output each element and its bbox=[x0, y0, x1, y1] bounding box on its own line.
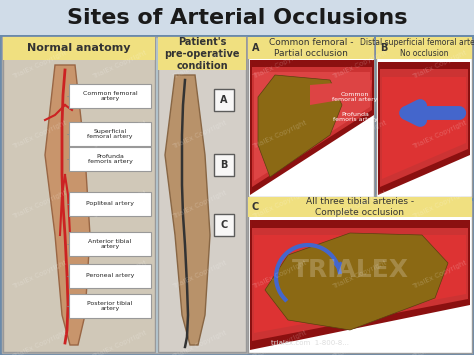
FancyBboxPatch shape bbox=[69, 294, 151, 318]
Polygon shape bbox=[252, 228, 468, 341]
Text: Sites of Arterial Occlusions: Sites of Arterial Occlusions bbox=[67, 8, 407, 28]
FancyArrowPatch shape bbox=[406, 106, 459, 120]
Text: TrialEx Copyright: TrialEx Copyright bbox=[92, 120, 148, 150]
FancyBboxPatch shape bbox=[69, 147, 151, 171]
Text: Distal superficial femoral artery -
No occlusion: Distal superficial femoral artery - No o… bbox=[360, 38, 474, 58]
FancyBboxPatch shape bbox=[158, 37, 246, 70]
FancyBboxPatch shape bbox=[69, 84, 151, 108]
Text: Profunda
femoris artery: Profunda femoris artery bbox=[88, 154, 132, 164]
Polygon shape bbox=[380, 69, 468, 187]
Text: TrialEx Copyright: TrialEx Copyright bbox=[332, 120, 388, 150]
Text: Normal anatomy: Normal anatomy bbox=[27, 43, 131, 53]
FancyBboxPatch shape bbox=[3, 37, 155, 352]
Text: TrialEx Copyright: TrialEx Copyright bbox=[92, 50, 148, 80]
Text: TrialEx Copyright: TrialEx Copyright bbox=[252, 330, 308, 355]
Text: C: C bbox=[252, 202, 259, 212]
Text: TrialEx Copyright: TrialEx Copyright bbox=[332, 260, 388, 290]
Polygon shape bbox=[45, 65, 90, 345]
FancyBboxPatch shape bbox=[248, 37, 374, 59]
Polygon shape bbox=[254, 72, 370, 181]
FancyBboxPatch shape bbox=[69, 264, 151, 288]
Text: TrialEx Copyright: TrialEx Copyright bbox=[332, 190, 388, 220]
Text: TrialEx Copyright: TrialEx Copyright bbox=[12, 50, 68, 80]
FancyBboxPatch shape bbox=[2, 37, 247, 353]
Text: TRIALEX: TRIALEX bbox=[292, 258, 409, 282]
Text: Superficial
femoral artery: Superficial femoral artery bbox=[269, 182, 315, 192]
FancyBboxPatch shape bbox=[376, 37, 472, 59]
FancyBboxPatch shape bbox=[248, 39, 374, 197]
Text: TrialEx Copyright: TrialEx Copyright bbox=[172, 330, 228, 355]
Polygon shape bbox=[258, 75, 342, 177]
Text: TrialEx Copyright: TrialEx Copyright bbox=[12, 190, 68, 220]
Text: TrialEx Copyright: TrialEx Copyright bbox=[412, 260, 468, 290]
FancyBboxPatch shape bbox=[248, 201, 472, 353]
FancyBboxPatch shape bbox=[248, 197, 472, 217]
Text: TrialEx Copyright: TrialEx Copyright bbox=[252, 120, 308, 150]
FancyBboxPatch shape bbox=[214, 154, 234, 176]
Text: Profunda
femoris artery: Profunda femoris artery bbox=[333, 111, 377, 122]
Text: TrialEx Copyright: TrialEx Copyright bbox=[252, 260, 308, 290]
FancyBboxPatch shape bbox=[69, 122, 151, 146]
Text: C: C bbox=[220, 220, 228, 230]
Text: All three tibial arteries -
Complete occlusion: All three tibial arteries - Complete occ… bbox=[306, 197, 414, 217]
Text: Common
femoral artery: Common femoral artery bbox=[332, 92, 378, 102]
Text: TrialEx Copyright: TrialEx Copyright bbox=[412, 190, 468, 220]
Text: Superficial
femoral artery: Superficial femoral artery bbox=[87, 129, 133, 140]
FancyBboxPatch shape bbox=[158, 37, 246, 352]
Text: TrialEx Copyright: TrialEx Copyright bbox=[172, 120, 228, 150]
Text: TrialEx Copyright: TrialEx Copyright bbox=[92, 260, 148, 290]
Text: TrialEx Copyright: TrialEx Copyright bbox=[172, 260, 228, 290]
Polygon shape bbox=[254, 235, 466, 333]
FancyBboxPatch shape bbox=[69, 192, 151, 216]
Text: TrialEx Copyright: TrialEx Copyright bbox=[412, 330, 468, 355]
Text: Patient's
pre-operative
condition: Patient's pre-operative condition bbox=[164, 37, 240, 71]
Text: trialex.com  1-800-8...: trialex.com 1-800-8... bbox=[271, 340, 349, 346]
Text: B: B bbox=[380, 43, 387, 53]
Text: B: B bbox=[220, 160, 228, 170]
FancyBboxPatch shape bbox=[214, 214, 234, 236]
Text: TrialEx Copyright: TrialEx Copyright bbox=[172, 50, 228, 80]
FancyBboxPatch shape bbox=[3, 37, 155, 60]
Text: Anterior tibial
artery: Anterior tibial artery bbox=[89, 239, 132, 250]
Polygon shape bbox=[382, 77, 466, 179]
Polygon shape bbox=[250, 60, 374, 195]
Text: TrialEx Copyright: TrialEx Copyright bbox=[252, 50, 308, 80]
Text: Common femoral -
Partial occlusion: Common femoral - Partial occlusion bbox=[269, 38, 353, 58]
Text: A: A bbox=[252, 43, 259, 53]
Polygon shape bbox=[265, 233, 448, 330]
Polygon shape bbox=[378, 62, 470, 195]
FancyBboxPatch shape bbox=[376, 39, 472, 197]
Text: TrialEx Copyright: TrialEx Copyright bbox=[172, 190, 228, 220]
Text: TrialEx Copyright: TrialEx Copyright bbox=[412, 50, 468, 80]
Text: Common femoral
artery: Common femoral artery bbox=[82, 91, 137, 102]
FancyBboxPatch shape bbox=[214, 89, 234, 111]
Text: TrialEx Copyright: TrialEx Copyright bbox=[332, 50, 388, 80]
Text: Popliteal artery: Popliteal artery bbox=[86, 202, 134, 207]
Polygon shape bbox=[310, 80, 372, 105]
Text: Peroneal artery: Peroneal artery bbox=[86, 273, 134, 279]
Text: Posterior tibial
artery: Posterior tibial artery bbox=[87, 301, 133, 311]
Text: TrialEx Copyright: TrialEx Copyright bbox=[332, 330, 388, 355]
Text: TrialEx Copyright: TrialEx Copyright bbox=[412, 120, 468, 150]
Polygon shape bbox=[252, 67, 372, 187]
Text: TrialEx Copyright: TrialEx Copyright bbox=[12, 260, 68, 290]
Text: TrialEx Copyright: TrialEx Copyright bbox=[252, 190, 308, 220]
Polygon shape bbox=[165, 75, 210, 345]
Text: TrialEx Copyright: TrialEx Copyright bbox=[92, 330, 148, 355]
Text: TrialEx Copyright: TrialEx Copyright bbox=[92, 190, 148, 220]
Text: TrialEx Copyright: TrialEx Copyright bbox=[12, 330, 68, 355]
Polygon shape bbox=[250, 220, 470, 350]
Text: TrialEx Copyright: TrialEx Copyright bbox=[12, 120, 68, 150]
Text: A: A bbox=[220, 95, 228, 105]
FancyBboxPatch shape bbox=[0, 0, 474, 35]
FancyBboxPatch shape bbox=[69, 232, 151, 256]
